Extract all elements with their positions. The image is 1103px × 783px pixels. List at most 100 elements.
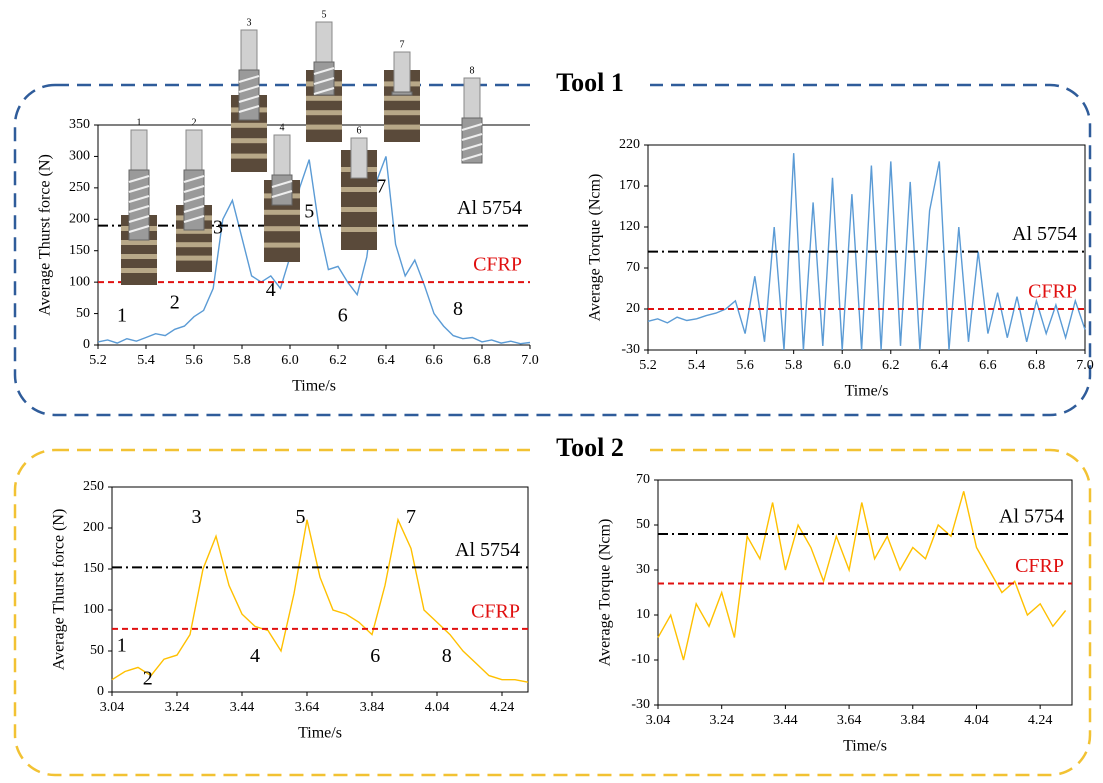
drill-shank [130,129,148,171]
drill-helix [128,195,150,203]
group-title-bg [530,434,650,466]
drill-helix [238,75,260,83]
x-tick-label: 6.6 [425,353,443,368]
drill-helix [461,123,483,131]
drill-helix [128,225,150,233]
group-title: Tool 1 [556,68,624,97]
laminate-layer [264,209,300,215]
y-tick-label: 50 [90,643,104,658]
laminate-layer [264,242,300,248]
laminate-layer [264,226,300,232]
y-tick-label: 30 [636,562,650,577]
y-axis-label: Average Torque (Ncm) [587,174,604,322]
drill-shank [240,29,258,71]
drill-number: 2 [192,117,197,128]
stage-label: 3 [192,506,202,528]
x-tick-label: 7.0 [1076,358,1094,373]
x-tick-label: 6.8 [473,353,491,368]
x-tick-label: 6.4 [931,358,949,373]
drill-helix [271,180,293,188]
drill-shank [463,77,481,119]
x-tick-label: 5.6 [736,358,754,373]
drill-shank [273,134,291,176]
y-tick-label: 120 [619,219,640,234]
drill-helix [313,87,335,95]
stage-label: 5 [304,201,314,223]
laminate-layer [121,268,157,273]
laminate-layer [231,138,267,144]
x-axis-label: Time/s [292,378,336,395]
drill-shank [315,21,333,63]
y-tick-label: 0 [97,684,104,699]
laminate-layer [231,122,267,128]
x-axis-label: Time/s [843,738,887,755]
x-tick-label: 3.84 [901,713,926,728]
y-tick-label: 100 [69,274,90,289]
stage-label: 6 [370,645,380,667]
stage-label: 4 [266,279,276,301]
drill-helix [128,215,150,223]
laminate-layer [306,95,342,101]
y-tick-label: 70 [626,260,640,275]
x-tick-label: 5.6 [185,353,203,368]
laminate-layer [341,227,377,232]
drill-helix [461,133,483,141]
group-title-bg [530,69,650,101]
drill-helix [238,95,260,103]
x-tick-label: 5.2 [89,353,107,368]
y-tick-label: -30 [621,342,640,357]
reference-label: Al 5754 [457,197,522,219]
y-tick-label: 70 [636,472,650,487]
y-tick-label: 50 [636,517,650,532]
data-line [647,153,1086,351]
reference-label: Al 5754 [999,506,1064,528]
y-tick-label: 220 [619,137,640,152]
laminate-layer [306,124,342,130]
data-line [111,517,529,683]
y-tick-label: -10 [631,652,650,667]
laminate-layer [384,124,420,130]
drill-helix [183,175,205,183]
y-tick-label: -30 [631,697,650,712]
laminate-layer [384,110,420,116]
x-tick-label: 6.6 [979,358,997,373]
data-line [657,491,1067,661]
drill-helix [461,153,483,161]
x-tick-label: 5.4 [688,358,706,373]
x-tick-label: 3.84 [360,700,385,715]
x-tick-label: 3.24 [709,713,734,728]
x-tick-label: 6.0 [833,358,851,373]
drill-helix [238,105,260,113]
data-line [97,156,531,345]
stage-label: 7 [376,175,386,197]
y-tick-label: 170 [619,178,640,193]
drill-helix [238,85,260,93]
y-tick-label: 150 [83,561,104,576]
reference-label: Al 5754 [455,539,520,561]
y-tick-label: 200 [83,520,104,535]
group-title: Tool 2 [556,433,624,462]
stage-label: 2 [170,292,180,314]
x-tick-label: 6.2 [882,358,900,373]
laminate-layer [121,240,157,245]
x-tick-label: 6.4 [377,353,395,368]
drill-number: 5 [322,9,327,20]
stage-label: 1 [117,634,127,656]
drill-helix [128,205,150,213]
x-tick-label: 3.64 [837,713,862,728]
x-tick-label: 4.24 [490,700,515,715]
drill-number: 8 [470,65,475,76]
y-tick-label: 0 [83,337,90,352]
y-axis-label: Average Thurst force (N) [37,154,54,316]
x-tick-label: 4.04 [964,713,989,728]
y-tick-label: 150 [69,243,90,258]
drill-helix [128,175,150,183]
drill-helix [271,190,293,198]
drill-shank [350,137,368,179]
drill-helix [183,195,205,203]
x-axis-label: Time/s [298,725,342,742]
stage-label: 2 [143,667,153,689]
stage-label: 5 [296,506,306,528]
x-tick-label: 5.2 [639,358,657,373]
